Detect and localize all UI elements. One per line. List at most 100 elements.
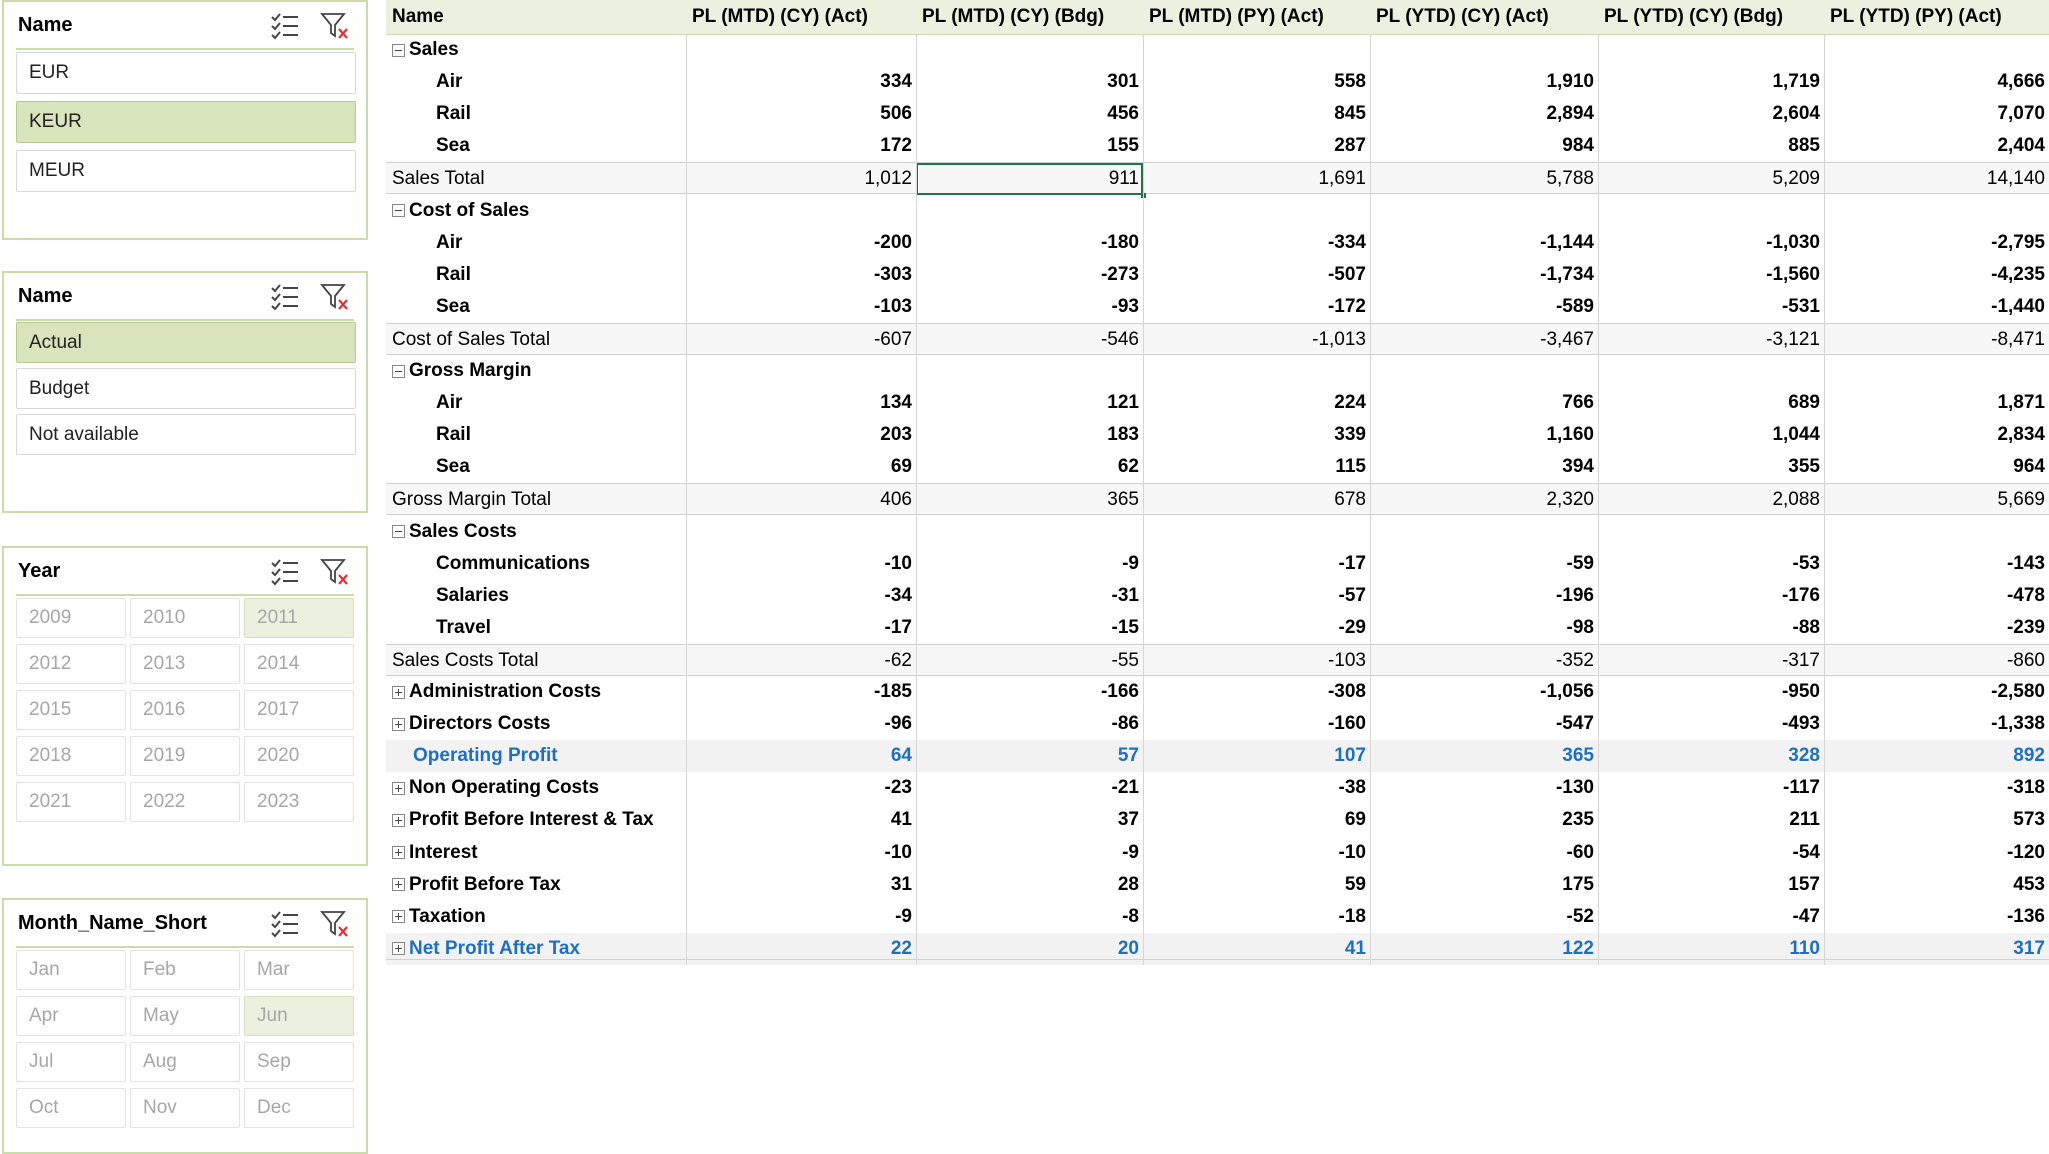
- expand-icon[interactable]: [392, 878, 405, 892]
- slicer-item-2019[interactable]: 2019: [130, 736, 240, 776]
- value-cell[interactable]: 224: [1334, 392, 1366, 414]
- value-cell[interactable]: -531: [1781, 295, 1820, 317]
- slicer-item-2010[interactable]: 2010: [130, 598, 240, 638]
- value-cell[interactable]: 1,691: [1318, 168, 1366, 190]
- row-label[interactable]: Directors Costs: [392, 708, 686, 740]
- value-cell[interactable]: 766: [1562, 392, 1594, 414]
- value-cell[interactable]: -1,056: [1540, 681, 1594, 702]
- value-cell[interactable]: -303: [873, 263, 912, 285]
- slicer-item-dec[interactable]: Dec: [244, 1088, 354, 1128]
- value-cell[interactable]: 328: [1788, 745, 1820, 767]
- value-cell[interactable]: 453: [2013, 873, 2045, 895]
- value-cell[interactable]: 121: [1107, 392, 1139, 414]
- slicer-item-2016[interactable]: 2016: [130, 690, 240, 730]
- slicer-item-2011[interactable]: 2011: [244, 598, 354, 638]
- value-cell[interactable]: 172: [880, 135, 912, 157]
- value-cell[interactable]: -9: [1122, 841, 1139, 863]
- clear-filter-icon[interactable]: [320, 910, 350, 938]
- value-cell[interactable]: 394: [1562, 456, 1594, 478]
- value-cell[interactable]: 355: [1788, 456, 1820, 478]
- column-header-4[interactable]: PL (YTD) (CY) (Act): [1376, 6, 1549, 27]
- column-header-2[interactable]: PL (MTD) (CY) (Bdg): [922, 6, 1105, 27]
- value-cell[interactable]: 911: [916, 163, 1146, 199]
- value-cell[interactable]: -1,560: [1766, 263, 1820, 285]
- value-cell[interactable]: -160: [1327, 713, 1366, 735]
- value-cell[interactable]: -93: [1111, 295, 1139, 317]
- value-cell[interactable]: 7,070: [1997, 103, 2045, 125]
- slicer-item-2009[interactable]: 2009: [16, 598, 126, 638]
- value-cell[interactable]: 235: [1562, 809, 1594, 831]
- value-cell[interactable]: 334: [880, 71, 912, 93]
- value-cell[interactable]: -103: [873, 295, 912, 317]
- value-cell[interactable]: 2,894: [1546, 103, 1594, 125]
- value-cell[interactable]: 287: [1334, 135, 1366, 157]
- value-cell[interactable]: -8: [1122, 905, 1139, 927]
- value-cell[interactable]: -308: [1327, 681, 1366, 702]
- slicer-item-mar[interactable]: Mar: [244, 950, 354, 990]
- slicer-item-meur[interactable]: MEUR: [16, 150, 356, 192]
- collapse-icon[interactable]: [392, 525, 405, 538]
- expand-icon[interactable]: [392, 717, 405, 731]
- value-cell[interactable]: 211: [1789, 809, 1820, 831]
- value-cell[interactable]: 885: [1788, 135, 1820, 157]
- slicer-item-jan[interactable]: Jan: [16, 950, 126, 990]
- value-cell[interactable]: -2,795: [1991, 231, 2045, 253]
- slicer-item-eur[interactable]: EUR: [16, 52, 356, 94]
- value-cell[interactable]: -176: [1781, 584, 1820, 606]
- collapse-icon[interactable]: [392, 364, 405, 378]
- value-cell[interactable]: -334: [1327, 231, 1366, 253]
- value-cell[interactable]: 984: [1562, 135, 1594, 157]
- slicer-item-2023[interactable]: 2023: [244, 782, 354, 822]
- column-header-name[interactable]: Name: [392, 6, 444, 27]
- slicer-item-2012[interactable]: 2012: [16, 644, 126, 684]
- row-label[interactable]: Non Operating Costs: [392, 772, 686, 804]
- value-cell[interactable]: 406: [880, 489, 912, 511]
- value-cell[interactable]: 339: [1334, 424, 1366, 446]
- value-cell[interactable]: -10: [884, 552, 912, 574]
- value-cell[interactable]: 558: [1334, 71, 1366, 93]
- value-cell[interactable]: 115: [1335, 456, 1366, 478]
- value-cell[interactable]: 5,209: [1772, 168, 1820, 190]
- value-cell[interactable]: -62: [884, 649, 912, 671]
- value-cell[interactable]: -4,235: [1991, 263, 2045, 285]
- value-cell[interactable]: 183: [1107, 424, 1139, 446]
- value-cell[interactable]: 37: [1117, 809, 1139, 831]
- row-label[interactable]: Gross Margin: [392, 355, 686, 387]
- expand-icon[interactable]: [392, 846, 405, 859]
- value-cell[interactable]: -589: [1555, 295, 1594, 317]
- value-cell[interactable]: 69: [890, 456, 912, 478]
- value-cell[interactable]: 2,604: [1772, 103, 1820, 125]
- value-cell[interactable]: -9: [895, 905, 912, 927]
- value-cell[interactable]: 122: [1562, 937, 1594, 959]
- row-label[interactable]: Profit Before Interest & Tax: [392, 804, 686, 836]
- value-cell[interactable]: -54: [1792, 841, 1820, 863]
- row-label[interactable]: Administration Costs: [392, 676, 686, 708]
- value-cell[interactable]: 365: [1562, 745, 1594, 767]
- value-cell[interactable]: -57: [1338, 584, 1366, 606]
- row-label[interactable]: Profit Before Tax: [392, 869, 686, 901]
- value-cell[interactable]: 1,871: [1997, 392, 2045, 414]
- slicer-item-aug[interactable]: Aug: [130, 1042, 240, 1082]
- value-cell[interactable]: -23: [884, 777, 912, 799]
- value-cell[interactable]: -52: [1566, 905, 1594, 927]
- value-cell[interactable]: 41: [890, 809, 912, 831]
- value-cell[interactable]: 678: [1334, 489, 1366, 511]
- value-cell[interactable]: 175: [1562, 873, 1594, 895]
- value-cell[interactable]: -86: [1111, 713, 1139, 735]
- value-cell[interactable]: 14,140: [1986, 168, 2045, 190]
- value-cell[interactable]: 573: [2013, 809, 2045, 831]
- value-cell[interactable]: 2,088: [1772, 489, 1820, 511]
- value-cell[interactable]: -200: [873, 231, 912, 253]
- value-cell[interactable]: 1,719: [1772, 71, 1820, 93]
- value-cell[interactable]: 59: [1344, 873, 1366, 895]
- collapse-icon[interactable]: [392, 43, 405, 57]
- value-cell[interactable]: -103: [1327, 649, 1366, 671]
- row-label[interactable]: Interest: [392, 837, 686, 869]
- multi-select-icon[interactable]: [270, 283, 300, 311]
- slicer-item-2021[interactable]: 2021: [16, 782, 126, 822]
- value-cell[interactable]: -38: [1338, 777, 1366, 799]
- value-cell[interactable]: -318: [2006, 777, 2045, 799]
- value-cell[interactable]: -3,121: [1766, 328, 1820, 350]
- slicer-item-keur[interactable]: KEUR: [16, 101, 356, 143]
- value-cell[interactable]: -21: [1111, 777, 1139, 799]
